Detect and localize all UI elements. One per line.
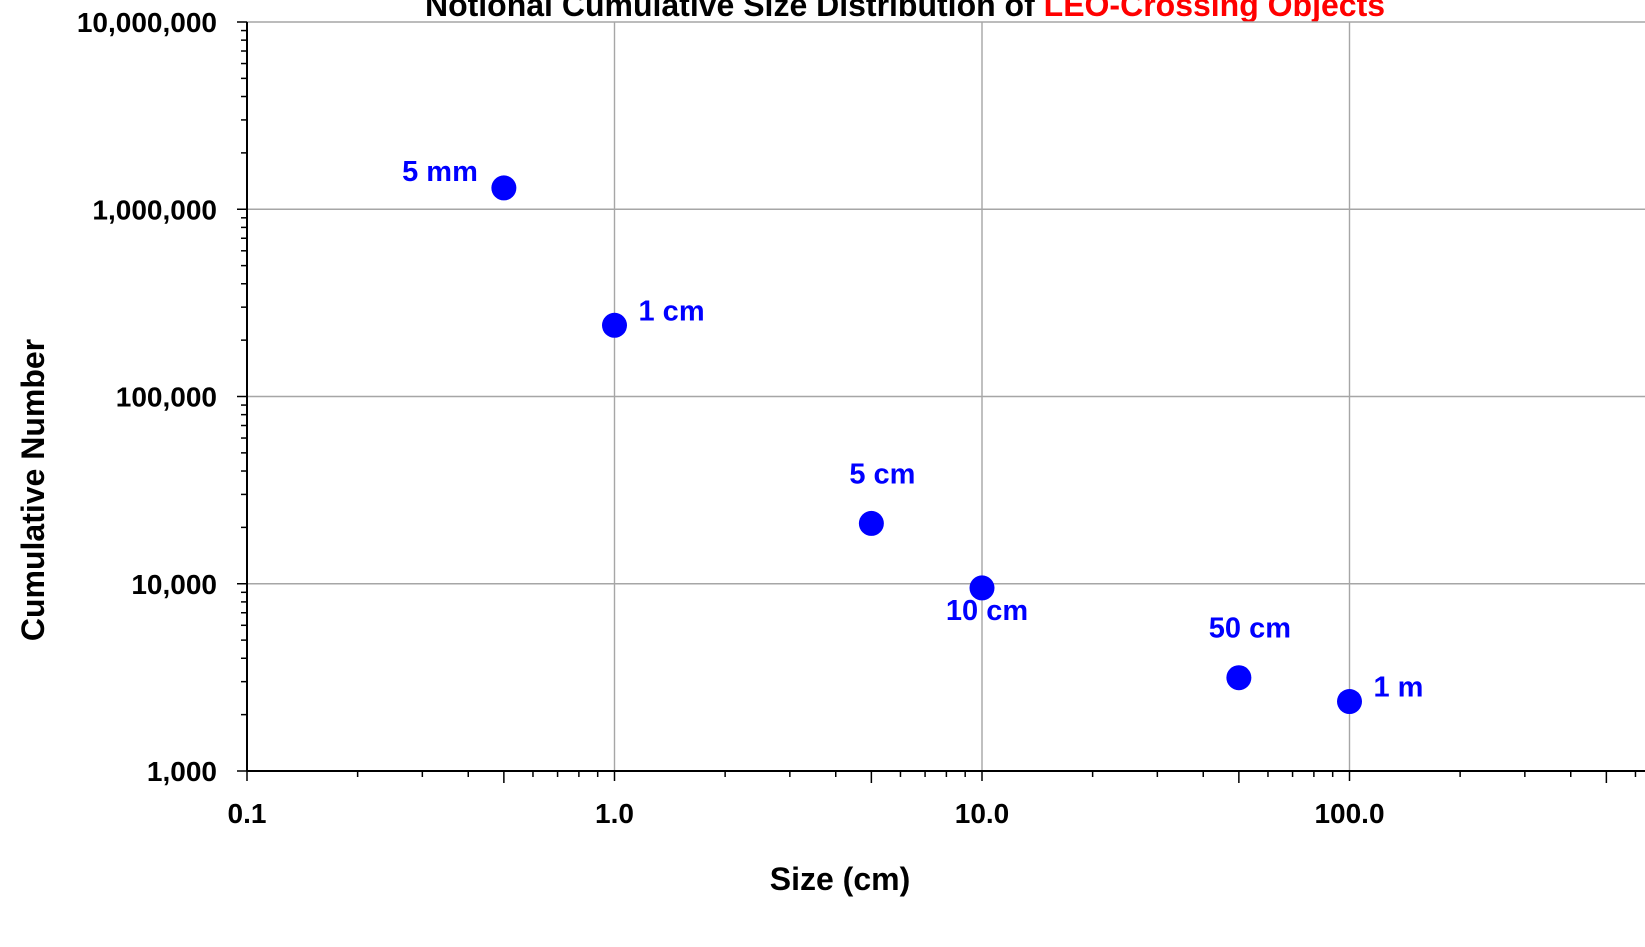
tick-labels: 0.1 1.0 10.0 100.0 1,000 10,000 100,000 1,000,0… bbox=[77, 7, 1385, 829]
data-labels: 5 mm 1 cm 5 cm 10 cm 50 cm 1 m bbox=[402, 156, 1423, 704]
data-point bbox=[969, 575, 995, 601]
data-label: 5 mm bbox=[402, 156, 478, 188]
y-tick-label: 1,000 bbox=[147, 756, 217, 787]
x-tick-label: 0.1 bbox=[228, 798, 267, 829]
x-axis-title: Size (cm) bbox=[770, 861, 910, 897]
y-tick-label: 1,000,000 bbox=[92, 194, 217, 225]
y-axis-title: Cumulative Number bbox=[15, 339, 51, 641]
grid bbox=[247, 21, 1645, 771]
chart-title: Notional Cumulative Size Distribution of… bbox=[425, 0, 1385, 23]
data-label: 50 cm bbox=[1209, 613, 1291, 645]
data-points bbox=[491, 175, 1362, 715]
data-label: 1 cm bbox=[639, 295, 705, 327]
data-label: 5 cm bbox=[849, 458, 915, 490]
data-point bbox=[491, 175, 517, 201]
x-tick-label: 1.0 bbox=[595, 798, 634, 829]
data-point bbox=[858, 510, 884, 536]
chart-title-part: Notional Cumulative Size Distribution of bbox=[425, 0, 1044, 23]
data-point bbox=[1337, 689, 1362, 715]
x-tick-label: 100.0 bbox=[1314, 798, 1384, 829]
data-point bbox=[1226, 665, 1252, 691]
y-tick-label: 10,000,000 bbox=[77, 7, 217, 38]
y-tick-label: 10,000 bbox=[131, 569, 217, 600]
data-label: 1 m bbox=[1374, 672, 1424, 704]
x-tick-label: 10.0 bbox=[955, 798, 1010, 829]
data-point bbox=[602, 312, 627, 338]
data-label: 10 cm bbox=[946, 595, 1028, 627]
chart-title-part: LEO-Crossing Objects bbox=[1044, 0, 1385, 23]
axes bbox=[237, 21, 1645, 783]
y-tick-label: 100,000 bbox=[116, 382, 217, 413]
